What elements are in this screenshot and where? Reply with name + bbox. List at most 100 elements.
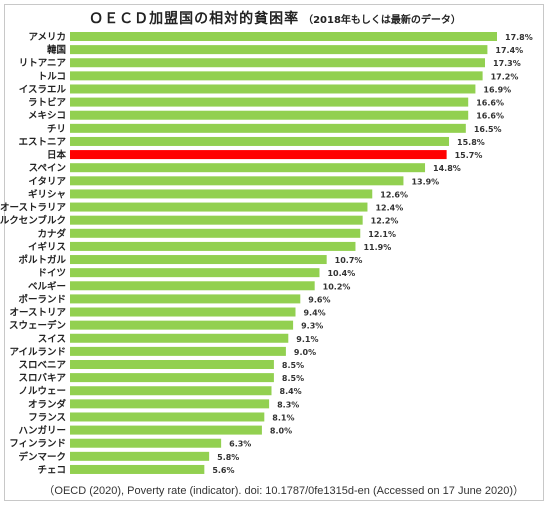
category-label: ベルギー	[28, 280, 66, 292]
bar	[70, 136, 450, 146]
category-label: ノルウェー	[18, 386, 66, 397]
bar	[70, 71, 483, 81]
value-label: 16.9%	[483, 85, 511, 94]
value-label: 12.1%	[368, 230, 396, 239]
value-label: 8.5%	[282, 361, 304, 370]
bar	[70, 176, 404, 186]
bar	[70, 97, 469, 107]
bar	[70, 320, 294, 330]
category-label: フランス	[28, 412, 66, 423]
value-label: 9.6%	[308, 295, 330, 304]
chart-title-main: ＯＥＣＤ加盟国の相対的貧困率	[89, 11, 300, 27]
bar	[70, 268, 320, 278]
category-label: ハンガリー	[18, 425, 66, 437]
category-label: デンマーク	[18, 451, 66, 463]
source-note: （OECD (2020), Poverty rate (indicator). …	[43, 485, 524, 497]
bar	[70, 202, 368, 212]
category-label: アイルランド	[9, 347, 66, 358]
category-label: オーストラリア	[0, 203, 66, 214]
chart-title: ＯＥＣＤ加盟国の相対的貧困率 （2018年もしくは最新のデータ）	[0, 8, 550, 28]
category-label: 日本	[47, 149, 67, 161]
category-label: チリ	[47, 124, 66, 135]
category-label: チェコ	[37, 465, 66, 476]
bar	[70, 189, 373, 199]
bar-highlight	[70, 150, 447, 160]
bar	[70, 255, 327, 265]
bar	[70, 58, 486, 68]
value-label: 5.8%	[217, 453, 239, 462]
value-label: 17.2%	[491, 72, 519, 81]
category-label: ポーランド	[18, 293, 66, 305]
bar	[70, 281, 315, 291]
value-label: 8.4%	[280, 387, 302, 396]
bar	[70, 360, 274, 369]
category-label: スロバキア	[18, 372, 66, 384]
value-label: 17.3%	[493, 59, 521, 68]
bar	[70, 451, 210, 461]
value-label: 16.6%	[476, 99, 504, 108]
category-label: オーストリア	[9, 308, 66, 319]
value-label: 16.6%	[476, 112, 504, 121]
value-label: 12.2%	[371, 217, 399, 226]
value-label: 17.8%	[505, 33, 533, 42]
bar	[70, 215, 363, 225]
bar	[70, 464, 205, 474]
value-label: 10.4%	[327, 269, 355, 278]
category-label: イギリス	[28, 241, 66, 253]
category-label: 韓国	[47, 44, 66, 56]
category-label: リトアニア	[19, 58, 67, 69]
value-label: 6.3%	[229, 440, 251, 449]
value-label: 16.5%	[474, 125, 502, 134]
category-label: アメリカ	[28, 32, 66, 43]
category-label: トルコ	[38, 71, 66, 82]
bar	[70, 123, 466, 133]
bar	[70, 333, 289, 343]
bar	[70, 386, 272, 396]
value-label: 13.9%	[411, 177, 439, 186]
value-label: 11.9%	[363, 243, 391, 252]
value-label: 8.3%	[277, 400, 299, 409]
bar	[70, 45, 488, 55]
value-label: 10.7%	[335, 256, 363, 265]
category-label: スウェーデン	[9, 320, 66, 332]
value-label: 14.8%	[433, 164, 461, 173]
bar	[70, 110, 469, 120]
bar	[70, 241, 356, 251]
value-label: 9.0%	[294, 348, 316, 357]
bar	[70, 373, 274, 383]
category-label: オランダ	[28, 398, 67, 410]
bar	[70, 425, 262, 435]
value-label: 17.4%	[495, 46, 523, 55]
category-label: エストニア	[18, 137, 66, 148]
category-label: スロベニア	[18, 360, 66, 371]
category-label: ドイツ	[37, 268, 66, 279]
bar	[70, 412, 265, 422]
bar	[70, 346, 286, 356]
value-label: 5.6%	[212, 466, 234, 475]
value-label: 15.7%	[455, 151, 483, 160]
value-label: 15.8%	[457, 138, 485, 147]
value-label: 9.1%	[296, 335, 318, 344]
value-label: 9.3%	[301, 322, 323, 331]
bar	[70, 294, 301, 304]
bar	[70, 228, 361, 238]
bar	[70, 399, 270, 409]
category-label: イスラエル	[19, 84, 67, 95]
value-label: 8.5%	[282, 374, 304, 383]
category-label: ポルトガル	[18, 254, 66, 266]
value-label: 9.4%	[303, 309, 325, 318]
value-label: 8.0%	[270, 427, 292, 436]
category-label: カナダ	[37, 228, 66, 240]
category-label: スペイン	[29, 163, 66, 174]
chart-subtitle: （2018年もしくは最新のデータ）	[303, 15, 461, 26]
value-label: 8.1%	[272, 413, 294, 422]
bar	[70, 438, 222, 448]
category-label: スイス	[38, 334, 66, 345]
value-label: 12.4%	[375, 204, 403, 213]
value-label: 12.6%	[380, 190, 408, 199]
category-label: ルクセンブルク	[0, 215, 66, 227]
category-label: ラトビア	[28, 97, 67, 109]
category-label: メキシコ	[28, 111, 66, 122]
category-label: イタリア	[28, 175, 66, 187]
